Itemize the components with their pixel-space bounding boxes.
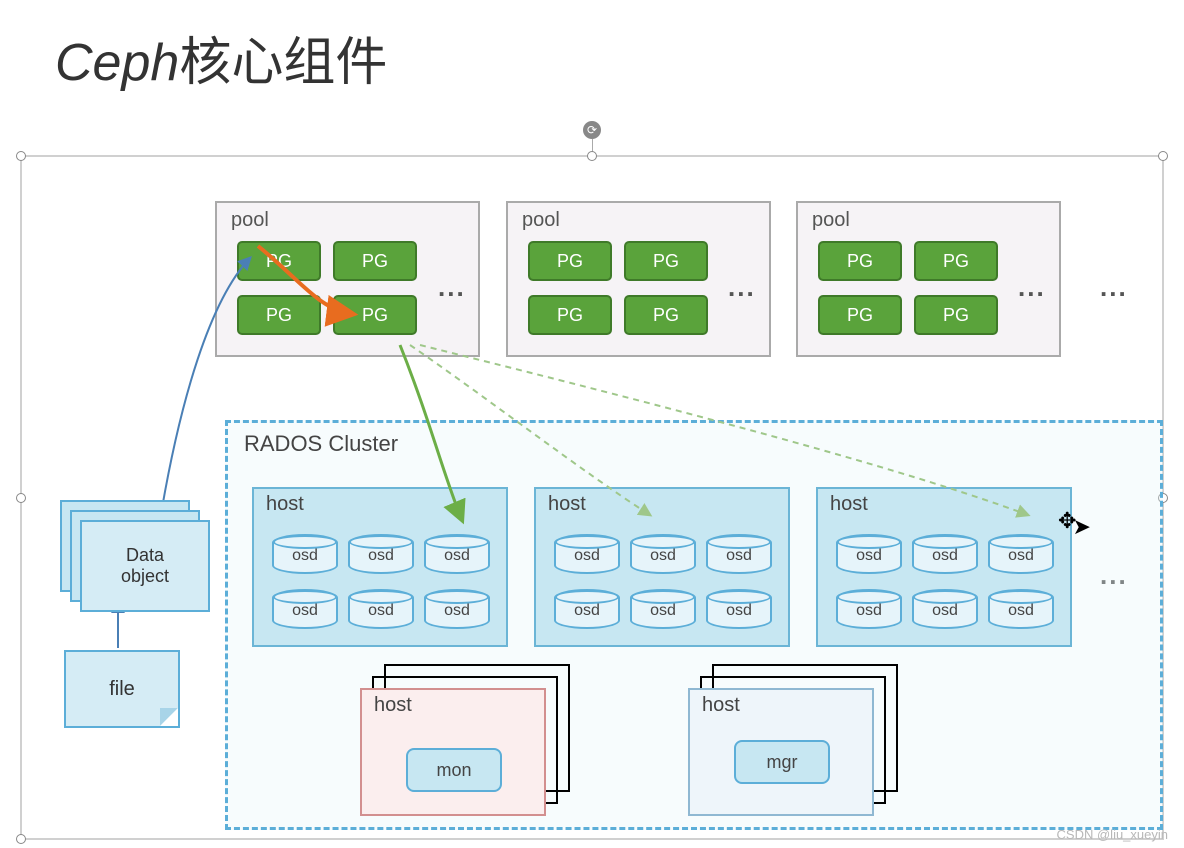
pool-label: pool bbox=[812, 209, 850, 232]
resize-handle[interactable] bbox=[587, 151, 597, 161]
pg-box: PG bbox=[333, 241, 417, 281]
osd-cylinder: osd bbox=[630, 589, 696, 629]
host-label: host bbox=[374, 694, 412, 717]
file-box: file bbox=[64, 650, 180, 728]
pg-box: PG bbox=[528, 295, 612, 335]
resize-handle[interactable] bbox=[1158, 151, 1168, 161]
host-box: hostosdosdosdosdosdosd bbox=[534, 487, 790, 647]
pg-box: PG bbox=[624, 241, 708, 281]
resize-handle[interactable] bbox=[16, 151, 26, 161]
osd-cylinder: osd bbox=[424, 589, 490, 629]
page-title: Ceph核心组件 bbox=[55, 20, 387, 95]
host-label: host bbox=[266, 493, 304, 516]
stack-front: host mon bbox=[360, 688, 546, 816]
osd-cylinder: osd bbox=[348, 534, 414, 574]
host-label: host bbox=[702, 694, 740, 717]
pg-box: PG bbox=[914, 295, 998, 335]
title-en: Ceph bbox=[55, 34, 179, 92]
ellipsis: ... bbox=[438, 272, 466, 303]
pg-box: PG bbox=[237, 241, 321, 281]
stack-front: host mgr bbox=[688, 688, 874, 816]
osd-cylinder: osd bbox=[348, 589, 414, 629]
pool-label: pool bbox=[522, 209, 560, 232]
pg-box: PG bbox=[818, 241, 902, 281]
pg-box: PG bbox=[237, 295, 321, 335]
resize-handle[interactable] bbox=[16, 834, 26, 844]
osd-cylinder: osd bbox=[836, 589, 902, 629]
pg-box: PG bbox=[624, 295, 708, 335]
ellipsis: ... bbox=[1018, 272, 1046, 303]
pg-box: PG bbox=[528, 241, 612, 281]
host-box: hostosdosdosdosdosdosd bbox=[816, 487, 1072, 647]
osd-cylinder: osd bbox=[706, 534, 772, 574]
rados-cluster-label: RADOS Cluster bbox=[244, 431, 398, 457]
title-ch: 核心组件 bbox=[179, 34, 387, 92]
osd-cylinder: osd bbox=[706, 589, 772, 629]
host-label: host bbox=[830, 493, 868, 516]
data-object-front: Dataobject bbox=[80, 520, 210, 612]
file-label: file bbox=[109, 678, 135, 701]
osd-cylinder: osd bbox=[272, 534, 338, 574]
osd-cylinder: osd bbox=[988, 589, 1054, 629]
osd-cylinder: osd bbox=[554, 534, 620, 574]
osd-cylinder: osd bbox=[988, 534, 1054, 574]
osd-cylinder: osd bbox=[424, 534, 490, 574]
host-box: hostosdosdosdosdosdosd bbox=[252, 487, 508, 647]
pg-box: PG bbox=[914, 241, 998, 281]
osd-cylinder: osd bbox=[836, 534, 902, 574]
osd-cylinder: osd bbox=[912, 589, 978, 629]
osd-cylinder: osd bbox=[554, 589, 620, 629]
osd-cylinder: osd bbox=[912, 534, 978, 574]
mon-box: mon bbox=[406, 748, 502, 792]
ellipsis: ... bbox=[1100, 272, 1128, 303]
pg-box: PG bbox=[333, 295, 417, 335]
host-label: host bbox=[548, 493, 586, 516]
move-cursor-icon: ✥➤ bbox=[1058, 508, 1095, 534]
pool-label: pool bbox=[231, 209, 269, 232]
pg-box: PG bbox=[818, 295, 902, 335]
data-label-2: object bbox=[121, 566, 169, 587]
ellipsis: ... bbox=[728, 272, 756, 303]
mgr-box: mgr bbox=[734, 740, 830, 784]
watermark: CSDN @liu_xueyin bbox=[1057, 827, 1168, 842]
rotate-handle-icon[interactable]: ⟳ bbox=[583, 121, 601, 139]
data-label-1: Data bbox=[126, 545, 164, 566]
resize-handle[interactable] bbox=[16, 493, 26, 503]
osd-cylinder: osd bbox=[630, 534, 696, 574]
osd-cylinder: osd bbox=[272, 589, 338, 629]
